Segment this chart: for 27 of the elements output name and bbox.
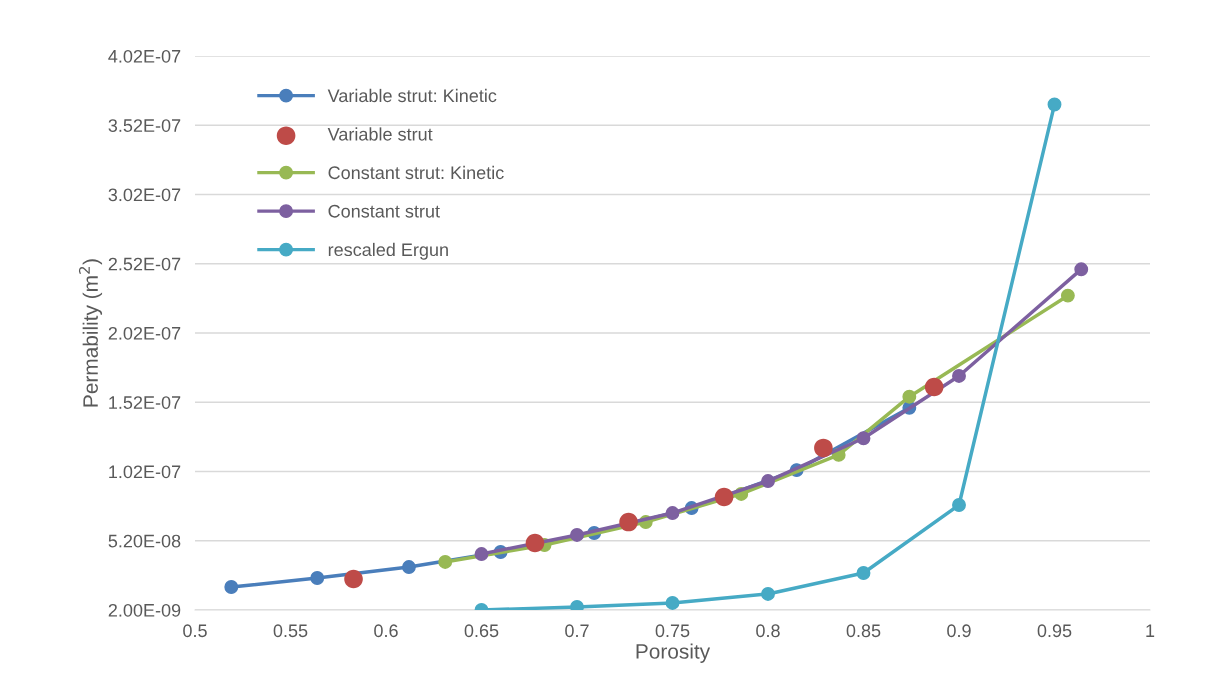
y-tick-label: 3.02E-07: [108, 188, 181, 202]
x-tick-label: 0.8: [756, 624, 780, 638]
y-tick-label: 2.00E-09: [108, 603, 181, 617]
x-tick-label: 0.55: [273, 624, 308, 638]
legend-label: Constant strut: Kinetic: [328, 165, 504, 180]
x-tick-label: 1: [1146, 624, 1155, 637]
legend-label: Variable strut: Kinetic: [327, 88, 497, 103]
legend-label: Constant strut: [328, 204, 440, 218]
y-tick-label: 4.02E-07: [108, 49, 181, 63]
y-tick-label: 2.02E-07: [108, 326, 181, 340]
x-tick-label: 0.7: [565, 624, 589, 638]
y-tick-label: 2.52E-07: [108, 257, 181, 271]
x-tick-label: 0.6: [374, 624, 398, 638]
x-tick-label: 0.85: [846, 624, 881, 638]
x-tick-label: 0.65: [464, 624, 499, 638]
y-tick-label: 1.52E-07: [109, 396, 181, 409]
x-axis-title: Porosity: [636, 643, 711, 663]
x-tick-label: 0.95: [1037, 624, 1072, 638]
y-tick-label: 1.02E-07: [109, 465, 181, 479]
y-tick-label: 5.20E-08: [108, 534, 181, 548]
x-tick-label: 0.5: [183, 624, 207, 638]
legend-label: rescaled Ergun: [328, 242, 448, 260]
x-tick-label: 0.75: [655, 624, 690, 638]
x-tick-label: 0.9: [947, 624, 971, 638]
y-axis-title: Permability (m$^{2}$): [78, 259, 103, 407]
legend-label: Variable strut: [327, 127, 433, 141]
y-tick-label: 3.52E-07: [108, 119, 181, 132]
